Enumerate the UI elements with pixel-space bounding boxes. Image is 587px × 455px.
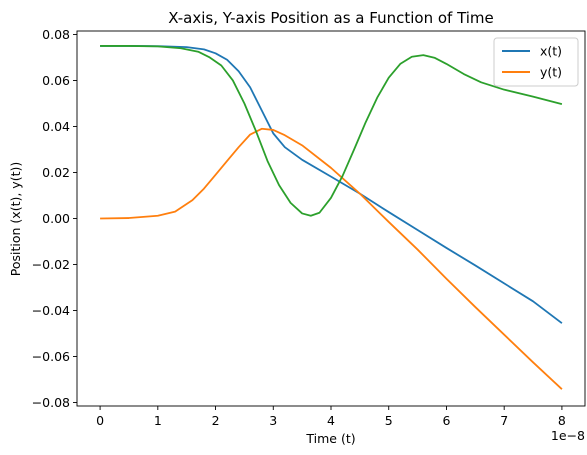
legend-box bbox=[494, 38, 578, 86]
legend: x(t) y(t) bbox=[494, 38, 578, 86]
y-tick-label: −0.06 bbox=[32, 349, 70, 364]
legend-label-x: x(t) bbox=[540, 44, 562, 59]
y-tick-label: −0.02 bbox=[32, 257, 70, 272]
x-axis-label: Time (t) bbox=[305, 431, 355, 446]
series-line-3 bbox=[100, 46, 562, 216]
x-tick-label: 3 bbox=[269, 413, 277, 428]
x-axis-offset-text: 1e−8 bbox=[551, 428, 585, 443]
x-tick-label: 7 bbox=[500, 413, 508, 428]
y-tick-label: 0.04 bbox=[42, 119, 70, 134]
x-tick-label: 2 bbox=[212, 413, 220, 428]
y-tick-label: 0.02 bbox=[42, 165, 70, 180]
x-tick-label: 0 bbox=[96, 413, 104, 428]
y-tick-label: 0.08 bbox=[42, 27, 70, 42]
plot-lines bbox=[100, 46, 562, 389]
y-axis-label: Position (x(t), y(t)) bbox=[8, 162, 23, 276]
y-tick-label: 0.00 bbox=[42, 211, 70, 226]
x-tick-label: 6 bbox=[442, 413, 450, 428]
y-axis-ticks: −0.08 −0.06 −0.04 −0.02 0.00 0.02 0.04 0.06 0.08 bbox=[32, 27, 77, 410]
legend-label-y: y(t) bbox=[540, 65, 562, 80]
y-tick-label: −0.08 bbox=[32, 395, 70, 410]
x-tick-label: 8 bbox=[558, 413, 566, 428]
x-tick-label: 5 bbox=[385, 413, 393, 428]
x-tick-label: 1 bbox=[154, 413, 162, 428]
plot-frame bbox=[77, 31, 585, 406]
y-tick-label: 0.06 bbox=[42, 73, 70, 88]
x-axis-ticks: 0 1 2 3 4 5 6 7 8 bbox=[96, 406, 566, 428]
series-line-2 bbox=[100, 129, 562, 389]
series-line-1 bbox=[100, 46, 562, 323]
chart-title: X-axis, Y-axis Position as a Function of… bbox=[168, 9, 494, 27]
x-tick-label: 4 bbox=[327, 413, 335, 428]
y-tick-label: −0.04 bbox=[32, 303, 70, 318]
